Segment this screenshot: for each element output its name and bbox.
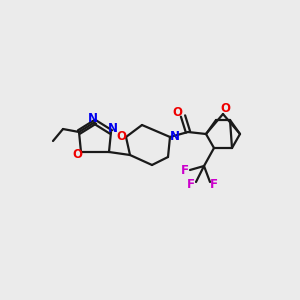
Text: N: N	[170, 130, 180, 142]
Text: O: O	[72, 148, 82, 161]
Text: F: F	[187, 178, 195, 191]
Text: F: F	[210, 178, 218, 191]
Text: N: N	[108, 122, 118, 136]
Text: O: O	[172, 106, 182, 119]
Text: O: O	[116, 130, 126, 142]
Text: N: N	[88, 112, 98, 125]
Text: F: F	[181, 164, 189, 176]
Text: O: O	[220, 101, 230, 115]
